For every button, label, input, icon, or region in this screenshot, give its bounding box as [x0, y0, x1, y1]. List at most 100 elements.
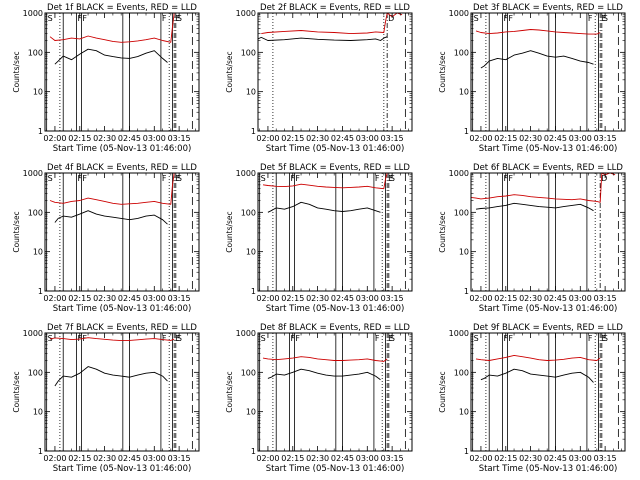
y-tick-label: 10: [459, 88, 469, 97]
x-tick-label: 02:00: [469, 294, 492, 303]
event-marker-label: F: [503, 334, 508, 343]
event-marker-label: S: [261, 334, 266, 343]
x-tick-label: 02:00: [469, 134, 492, 143]
x-tick-label: 03:00: [356, 294, 379, 303]
y-axis-label: Counts/sec: [12, 51, 21, 92]
y-tick-label: 100: [241, 208, 256, 217]
y-tick-label: 1: [251, 447, 256, 456]
x-tick-label: 02:30: [93, 454, 116, 463]
y-tick-label: 100: [28, 368, 43, 377]
lld-series-line: [49, 172, 175, 205]
x-tick-label: 03:00: [143, 134, 166, 143]
x-tick-label: 03:15: [168, 454, 191, 463]
y-tick-label: 10: [246, 248, 256, 257]
x-tick-label: 03:00: [143, 454, 166, 463]
y-tick-label: 100: [454, 208, 469, 217]
lld-series-line: [262, 356, 388, 362]
y-axis-label: Counts/sec: [12, 371, 21, 412]
x-tick-label: 03:00: [569, 454, 592, 463]
plot-frame: [470, 332, 626, 452]
event-marker-label: F: [77, 174, 82, 183]
x-tick-label: 02:15: [281, 294, 304, 303]
x-axis-label: Start Time (05-Nov-13 01:46:00): [53, 304, 192, 314]
event-marker-label: F: [162, 174, 167, 183]
x-tick-label: 03:00: [569, 134, 592, 143]
event-marker-label: D: [601, 174, 607, 183]
event-marker-label: F: [82, 14, 87, 23]
event-marker-label: F: [82, 174, 87, 183]
events-series-line: [54, 366, 168, 387]
y-tick-label: 100: [28, 48, 43, 57]
event-marker-label: F: [295, 174, 300, 183]
y-axis-label: Counts/sec: [438, 51, 447, 92]
x-tick-label: 03:15: [594, 134, 617, 143]
x-tick-label: 02:45: [544, 134, 567, 143]
x-tick-label: 03:15: [381, 294, 404, 303]
x-tick-label: 02:45: [118, 294, 141, 303]
event-marker-label: S: [474, 14, 479, 23]
y-tick-label: 1: [38, 447, 43, 456]
y-tick-label: 1000: [23, 329, 43, 338]
x-tick-label: 02:30: [306, 454, 329, 463]
plot-frame: [470, 12, 626, 132]
x-tick-label: 02:15: [68, 134, 91, 143]
x-tick-label: 02:45: [331, 134, 354, 143]
x-tick-label: 02:45: [544, 454, 567, 463]
event-marker-label: S: [48, 174, 53, 183]
y-tick-label: 1: [464, 287, 469, 296]
y-axis-label: Counts/sec: [438, 371, 447, 412]
x-tick-label: 03:15: [381, 134, 404, 143]
events-series-line: [475, 202, 594, 212]
event-marker-label: F: [295, 334, 300, 343]
y-tick-label: 1: [464, 447, 469, 456]
x-tick-label: 03:00: [356, 454, 379, 463]
y-tick-label: 100: [28, 208, 43, 217]
x-axis-label: Start Time (05-Nov-13 01:46:00): [266, 464, 405, 474]
event-marker-label: E: [388, 174, 393, 183]
x-tick-label: 02:45: [118, 454, 141, 463]
event-marker-label: F: [290, 174, 295, 183]
event-marker-label: S: [177, 14, 182, 23]
y-tick-label: 100: [454, 48, 469, 57]
events-series-line: [54, 210, 168, 225]
x-tick-label: 02:30: [93, 134, 116, 143]
x-tick-label: 02:45: [118, 134, 141, 143]
event-marker-label: F: [375, 174, 380, 183]
event-marker-label: S: [474, 334, 479, 343]
x-tick-label: 02:00: [43, 134, 66, 143]
y-tick-label: 10: [33, 248, 43, 257]
x-tick-label: 02:30: [93, 294, 116, 303]
x-tick-label: 02:45: [331, 454, 354, 463]
plot-frame: [44, 332, 200, 452]
plot-frame: [257, 172, 413, 292]
y-tick-label: 1: [251, 127, 256, 136]
x-tick-label: 02:15: [494, 454, 517, 463]
panel-title: Det 7f BLACK = Events, RED = LLD: [47, 323, 197, 333]
event-marker-label: S: [177, 174, 182, 183]
panel-title: Det 3f BLACK = Events, RED = LLD: [473, 3, 623, 13]
event-marker-label: E: [601, 14, 606, 23]
events-series-line: [267, 201, 381, 213]
event-marker-label: F: [503, 174, 508, 183]
x-axis-label: Start Time (05-Nov-13 01:46:00): [479, 304, 618, 314]
y-tick-label: 10: [459, 408, 469, 417]
plot-frame: [470, 172, 626, 292]
panel-title: Det 2f BLACK = Events, RED = LLD: [260, 3, 410, 13]
x-axis-label: Start Time (05-Nov-13 01:46:00): [266, 304, 405, 314]
x-tick-label: 02:00: [43, 454, 66, 463]
x-tick-label: 03:15: [381, 454, 404, 463]
x-tick-label: 02:30: [306, 134, 329, 143]
events-series-line: [480, 368, 594, 383]
panel-title: Det 5f BLACK = Events, RED = LLD: [260, 163, 410, 173]
y-tick-label: 1000: [236, 9, 256, 18]
event-marker-label: F: [588, 334, 593, 343]
x-tick-label: 02:00: [256, 294, 279, 303]
event-marker-label: F: [162, 14, 167, 23]
x-tick-label: 02:45: [544, 294, 567, 303]
panel-title: Det 9f BLACK = Events, RED = LLD: [473, 323, 623, 333]
lld-series-line: [49, 337, 175, 342]
y-tick-label: 10: [459, 248, 469, 257]
